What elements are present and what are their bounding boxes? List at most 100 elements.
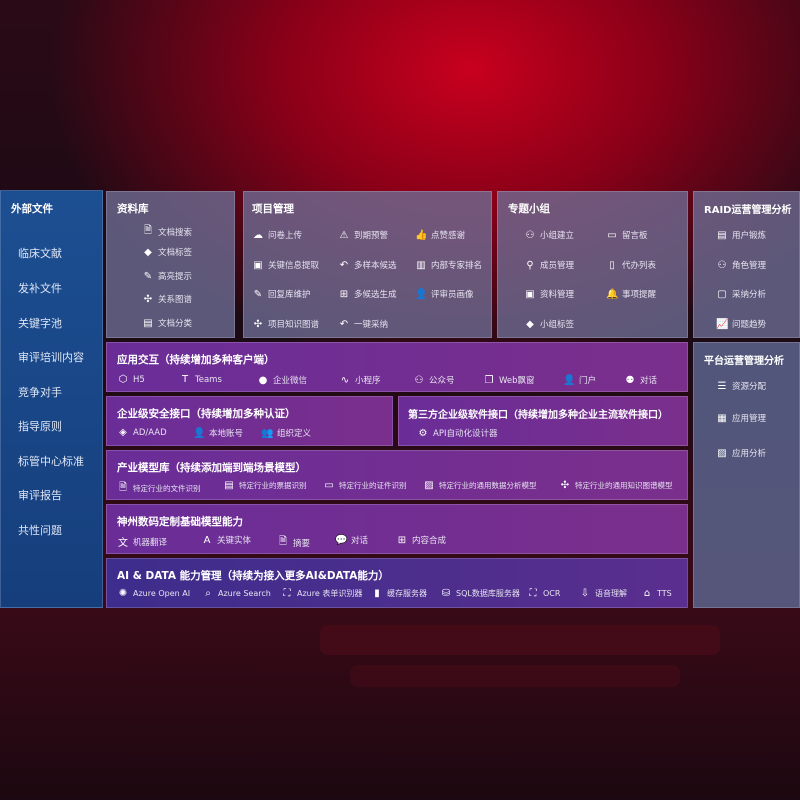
capability-item[interactable]: 💬 对话 — [335, 534, 369, 547]
sidebar-item[interactable]: 关键字池 — [18, 317, 62, 330]
library-item[interactable]: ✣ 关系图谱 — [142, 293, 193, 306]
bbs-icon: ▭ — [607, 229, 617, 241]
group-item[interactable]: ◆ 小组标签 — [524, 318, 574, 331]
sidebar-item[interactable]: 发补文件 — [18, 282, 62, 295]
item-label: 本地账号 — [209, 429, 244, 439]
project-item[interactable]: 👤 评审员画像 — [415, 288, 474, 301]
doc-category-icon: ▤ — [143, 317, 153, 329]
service-item[interactable]: ⇩ 语音理解 — [579, 588, 627, 599]
raid-item[interactable]: 📈 问题趋势 — [716, 318, 766, 331]
raid-item[interactable]: ▢ 采纳分析 — [716, 288, 767, 301]
project-item[interactable]: ✎ 回复库维护 — [252, 288, 311, 301]
client-item[interactable]: ⚉ 对话 — [624, 374, 658, 387]
item-label: 采纳分析 — [732, 290, 767, 300]
client-item[interactable]: 👤 门户 — [563, 374, 596, 387]
graph-icon: ✣ — [253, 318, 263, 330]
group-item[interactable]: ⚲ 成员管理 — [524, 259, 574, 272]
project-item[interactable]: 👍 点赞感谢 — [415, 229, 465, 242]
capability-item[interactable]: A 关键实体 — [201, 534, 251, 547]
item-label: 资料管理 — [540, 290, 575, 300]
model-item[interactable]: ▤ 特定行业的票据识别 — [223, 480, 306, 491]
model-item[interactable]: ▭ 特定行业的证件识别 — [323, 480, 406, 491]
sidebar-item[interactable]: 审评培训内容 — [18, 351, 84, 364]
client-item[interactable]: ⚇ 公众号 — [413, 374, 455, 387]
service-item[interactable]: ⛶ Azure 表单识别器 — [281, 588, 363, 599]
group-item[interactable]: 🔔 事项提醒 — [606, 288, 656, 301]
library-item[interactable]: ▤ 文档分类 — [142, 317, 193, 330]
project-item[interactable]: ↶ 多样本候选 — [338, 259, 397, 272]
auth-item[interactable]: 👤 本地账号 — [193, 427, 244, 440]
project-item[interactable]: ↶ 一键采纳 — [338, 318, 388, 331]
project-item[interactable]: ⚠ 到期预警 — [338, 229, 389, 242]
capability-item[interactable]: ⊞ 内容合成 — [396, 534, 447, 547]
sidebar-item[interactable]: 标管中心标准 — [18, 455, 84, 468]
raid-item[interactable]: ⚇ 角色管理 — [716, 259, 767, 272]
project-item[interactable]: ⊞ 多候选生成 — [338, 288, 397, 301]
item-label: 角色管理 — [732, 261, 767, 271]
item-label: 内容合成 — [412, 536, 447, 546]
third-party-panel: 第三方企业级软件接口（持续增加多种企业主流软件接口） ⚙ API自动化设计器 — [398, 396, 688, 446]
library-item[interactable]: ◆ 文档标签 — [142, 246, 192, 259]
client-item[interactable]: ● 企业微信 — [257, 374, 307, 387]
raid-item[interactable]: ▤ 用户锻炼 — [716, 229, 766, 242]
sidebar-item[interactable]: 临床文献 — [18, 247, 62, 260]
puzzle-icon: ⊞ — [339, 288, 349, 300]
id-card-icon: ▤ — [717, 229, 727, 241]
item-label: 特定行业的通用数据分析模型 — [439, 481, 537, 490]
item-label: 到期预警 — [354, 231, 389, 241]
item-label: TTS — [657, 589, 672, 598]
external-files-panel: 外部文件 临床文献 发补文件 关键字池 审评培训内容 竞争对手 指导原则 标管中… — [0, 190, 103, 608]
client-item[interactable]: ∿ 小程序 — [339, 374, 381, 387]
item-label: AD/AAD — [133, 427, 167, 438]
project-item[interactable]: ✣ 项目知识图谱 — [252, 318, 319, 331]
group-item[interactable]: ▣ 资料管理 — [524, 288, 575, 301]
service-item[interactable]: ⌂ TTS — [641, 588, 672, 599]
ad-icon: ◈ — [119, 427, 127, 438]
item-label: Azure Search — [218, 589, 271, 598]
capability-item[interactable]: 🗎 摘要 — [277, 534, 310, 551]
capability-item[interactable]: 文机器翻译 — [117, 534, 167, 550]
chat-icon: 💬 — [335, 534, 348, 546]
service-item[interactable]: ⌕ Azure Search — [202, 588, 271, 599]
model-item[interactable]: 🗎 特定行业的文件识别 — [117, 480, 201, 497]
reply-icon: ↶ — [339, 318, 349, 330]
item-label: 小组建立 — [540, 231, 575, 241]
platform-item[interactable]: ☰ 资源分配 — [716, 380, 767, 393]
sidebar-item[interactable]: 竞争对手 — [18, 386, 62, 399]
item-label: H5 — [133, 374, 145, 385]
add-user-icon: ⚲ — [526, 259, 534, 271]
model-item[interactable]: ✣ 特定行业的通用知识图谱模型 — [559, 480, 673, 491]
library-item[interactable]: ✎ 高亮提示 — [142, 270, 192, 283]
model-item[interactable]: ▨ 特定行业的通用数据分析模型 — [423, 480, 537, 491]
service-item[interactable]: ⛶ OCR — [527, 588, 561, 599]
security-panel: 企业级安全接口（持续增加多种认证） ◈ AD/AAD 👤 本地账号 👥 组织定义 — [106, 396, 393, 446]
users-icon: ⚇ — [717, 259, 727, 271]
service-item[interactable]: ✺ Azure Open AI — [117, 588, 190, 599]
project-item[interactable]: ▣ 关键信息提取 — [252, 259, 319, 272]
sidebar-item[interactable]: 指导原则 — [18, 420, 62, 433]
group-item[interactable]: ▯ 代办列表 — [606, 259, 656, 272]
client-item[interactable]: T Teams — [179, 374, 222, 385]
thumbs-up-icon: 👍 — [415, 229, 428, 241]
group-item[interactable]: ▭ 留言板 — [606, 229, 647, 242]
client-item[interactable]: ❐ Web飘窗 — [483, 374, 535, 387]
item-label: 关系图谱 — [158, 295, 193, 305]
auth-item[interactable]: 👥 组织定义 — [261, 427, 311, 440]
service-item[interactable]: ▮ 缓存服务器 — [371, 588, 427, 599]
api-designer-item[interactable]: ⚙ API自动化设计器 — [417, 427, 498, 440]
item-label: 文档分类 — [158, 319, 193, 329]
project-item[interactable]: ☁ 问卷上传 — [252, 229, 302, 242]
item-label: 对话 — [351, 536, 369, 546]
group-item[interactable]: ⚇ 小组建立 — [524, 229, 575, 242]
platform-item[interactable]: ▦ 应用管理 — [716, 412, 766, 425]
platform-item[interactable]: ▨ 应用分析 — [716, 447, 766, 460]
sidebar-item[interactable]: 审评报告 — [18, 489, 62, 502]
sidebar-item[interactable]: 共性问题 — [18, 524, 62, 537]
tag-icon: ◆ — [144, 246, 152, 258]
stand-decoration — [320, 625, 720, 655]
auth-item[interactable]: ◈ AD/AAD — [117, 427, 167, 438]
service-item[interactable]: ⛁ SQL数据库服务器 — [440, 588, 520, 599]
library-item[interactable]: 🗎 文档搜索 — [142, 223, 192, 240]
project-item[interactable]: ▥ 内部专家排名 — [415, 259, 482, 272]
client-item[interactable]: ⬡ H5 — [117, 374, 145, 385]
